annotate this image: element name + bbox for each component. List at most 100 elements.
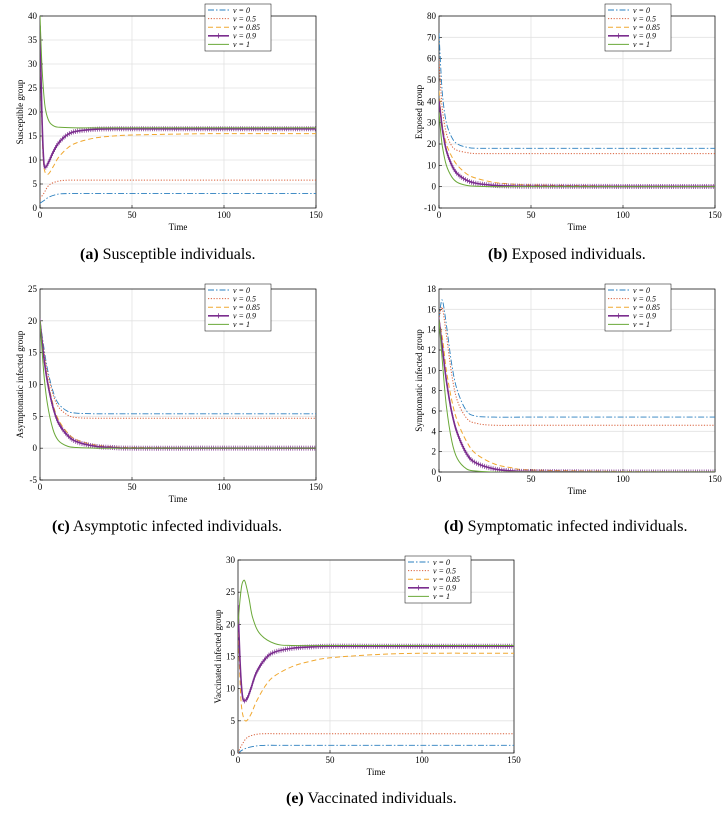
y-tick-label: 20 bbox=[427, 139, 437, 149]
y-tick-label: 5 bbox=[231, 716, 236, 726]
x-tick-label: 150 bbox=[708, 474, 722, 484]
legend-label: ν = 0.9 bbox=[233, 312, 256, 321]
y-axis-label: Susceptible group bbox=[15, 79, 25, 144]
y-tick-label: 5 bbox=[33, 411, 38, 421]
y-tick-label: 80 bbox=[427, 11, 437, 21]
legend-label: ν = 0.9 bbox=[433, 584, 456, 593]
y-tick-label: 0 bbox=[33, 203, 38, 213]
legend-label: ν = 0.85 bbox=[433, 575, 460, 584]
x-tick-label: 100 bbox=[616, 474, 630, 484]
series-line bbox=[40, 320, 316, 415]
legend-label: ν = 0.5 bbox=[633, 14, 656, 23]
legend-label: ν = 0.5 bbox=[633, 294, 656, 303]
caption-d: (d) Symptomatic infected individuals. bbox=[444, 518, 688, 535]
y-tick-label: 60 bbox=[427, 54, 437, 64]
y-tick-label: 15 bbox=[226, 652, 236, 662]
caption-e: (e) Vaccinated individuals. bbox=[286, 790, 457, 807]
y-tick-label: 0 bbox=[432, 467, 437, 477]
legend-label: ν = 0.85 bbox=[233, 303, 260, 312]
y-tick-label: 4 bbox=[432, 426, 437, 436]
legend: ν = 0ν = 0.5ν = 0.85ν = 0.9ν = 1 bbox=[404, 555, 472, 604]
x-tick-label: 100 bbox=[217, 482, 231, 492]
legend-label: ν = 1 bbox=[633, 320, 650, 329]
series-group bbox=[439, 33, 715, 189]
x-tick-label: 50 bbox=[326, 755, 336, 765]
series-line bbox=[40, 16, 316, 129]
x-tick-label: 150 bbox=[507, 755, 521, 765]
y-tick-label: 40 bbox=[427, 96, 437, 106]
series-line bbox=[439, 33, 715, 149]
legend-label: ν = 0.9 bbox=[633, 312, 656, 321]
x-tick-label: 50 bbox=[128, 210, 138, 220]
legend: ν = 0ν = 0.5ν = 0.85ν = 0.9ν = 1 bbox=[604, 3, 672, 52]
x-tick-label: 50 bbox=[527, 210, 537, 220]
y-axis-label: Asymptomatic infected group bbox=[15, 330, 25, 438]
grid bbox=[39, 288, 317, 481]
legend-label: ν = 0.9 bbox=[633, 32, 656, 41]
chart-exposed: 0 50 100 150-1001020304050607080TimeExposed… bbox=[414, 3, 722, 232]
y-axis-label: Symptomatic infected group bbox=[414, 329, 424, 432]
y-tick-label: 50 bbox=[427, 75, 437, 85]
series-line bbox=[238, 733, 514, 753]
series-line bbox=[439, 299, 715, 418]
y-tick-label: 0 bbox=[432, 182, 437, 192]
y-axis-label: Exposed group bbox=[414, 84, 424, 139]
series-group bbox=[40, 318, 316, 451]
legend-label: ν = 0.85 bbox=[233, 23, 260, 32]
x-tick-label: 150 bbox=[708, 210, 722, 220]
y-tick-label: 16 bbox=[427, 304, 437, 314]
series-line bbox=[40, 25, 316, 169]
y-tick-label: 10 bbox=[28, 155, 38, 165]
series-line bbox=[238, 744, 514, 753]
legend-label: ν = 1 bbox=[233, 40, 250, 49]
y-tick-label: 25 bbox=[28, 284, 38, 294]
x-tick-label: 100 bbox=[415, 755, 429, 765]
y-axis-label: Vaccinated infected group bbox=[213, 609, 223, 703]
series-line bbox=[439, 90, 715, 187]
y-tick-label: 0 bbox=[231, 748, 236, 758]
x-tick-label: 0 bbox=[38, 210, 43, 220]
chart-symptomatic: 0 50 100 150 0 2 4 6 8 10 12 14 16 18 Time Symptomatic … bbox=[414, 283, 722, 496]
y-tick-label: 12 bbox=[427, 345, 436, 355]
y-tick-label: 35 bbox=[28, 35, 38, 45]
legend-label: ν = 1 bbox=[433, 592, 450, 601]
y-tick-label: 6 bbox=[432, 406, 437, 416]
series-line bbox=[40, 320, 316, 449]
grid bbox=[39, 15, 317, 209]
y-tick-label: -5 bbox=[30, 475, 38, 485]
y-tick-label: 2 bbox=[432, 447, 437, 457]
series-line bbox=[439, 319, 715, 472]
series-line bbox=[40, 320, 316, 419]
chart-susceptible: 0 50 100 150 0 5 10 15 20 25 30 35 40 Time Susceptible… bbox=[15, 3, 323, 232]
series-line bbox=[40, 193, 316, 204]
legend: ν = 0ν = 0.5ν = 0.85ν = 0.9ν = 1 bbox=[204, 3, 272, 52]
y-tick-label: 30 bbox=[28, 59, 38, 69]
series-line bbox=[238, 579, 514, 647]
y-tick-label: 10 bbox=[427, 160, 437, 170]
x-tick-label: 0 bbox=[236, 755, 241, 765]
x-axis-label: Time bbox=[169, 222, 188, 232]
y-tick-label: -10 bbox=[424, 203, 436, 213]
legend-label: ν = 0 bbox=[433, 558, 450, 567]
y-tick-label: 20 bbox=[226, 619, 236, 629]
y-tick-label: 15 bbox=[28, 131, 38, 141]
series-line bbox=[439, 58, 715, 155]
legend-box bbox=[604, 3, 672, 52]
y-tick-label: 20 bbox=[28, 107, 38, 117]
series-line bbox=[439, 111, 715, 188]
series-line bbox=[439, 319, 715, 472]
caption-b: (b) Exposed individuals. bbox=[488, 246, 646, 263]
x-axis-label: Time bbox=[169, 494, 188, 504]
series-group bbox=[238, 579, 514, 753]
y-tick-label: 20 bbox=[28, 316, 38, 326]
plot-frame bbox=[438, 288, 716, 473]
x-axis-label: Time bbox=[367, 767, 386, 777]
legend-label: ν = 0.9 bbox=[233, 32, 256, 41]
legend-label: ν = 0 bbox=[233, 6, 250, 15]
chart-vaccinated: 0 50 100 150 0 5 10 15 20 25 30 Time Vaccinated infe… bbox=[213, 555, 521, 777]
x-tick-label: 0 bbox=[437, 474, 442, 484]
legend-label: ν = 0.85 bbox=[633, 23, 660, 32]
y-tick-label: 14 bbox=[427, 325, 437, 335]
legend-label: ν = 0.85 bbox=[633, 303, 660, 312]
